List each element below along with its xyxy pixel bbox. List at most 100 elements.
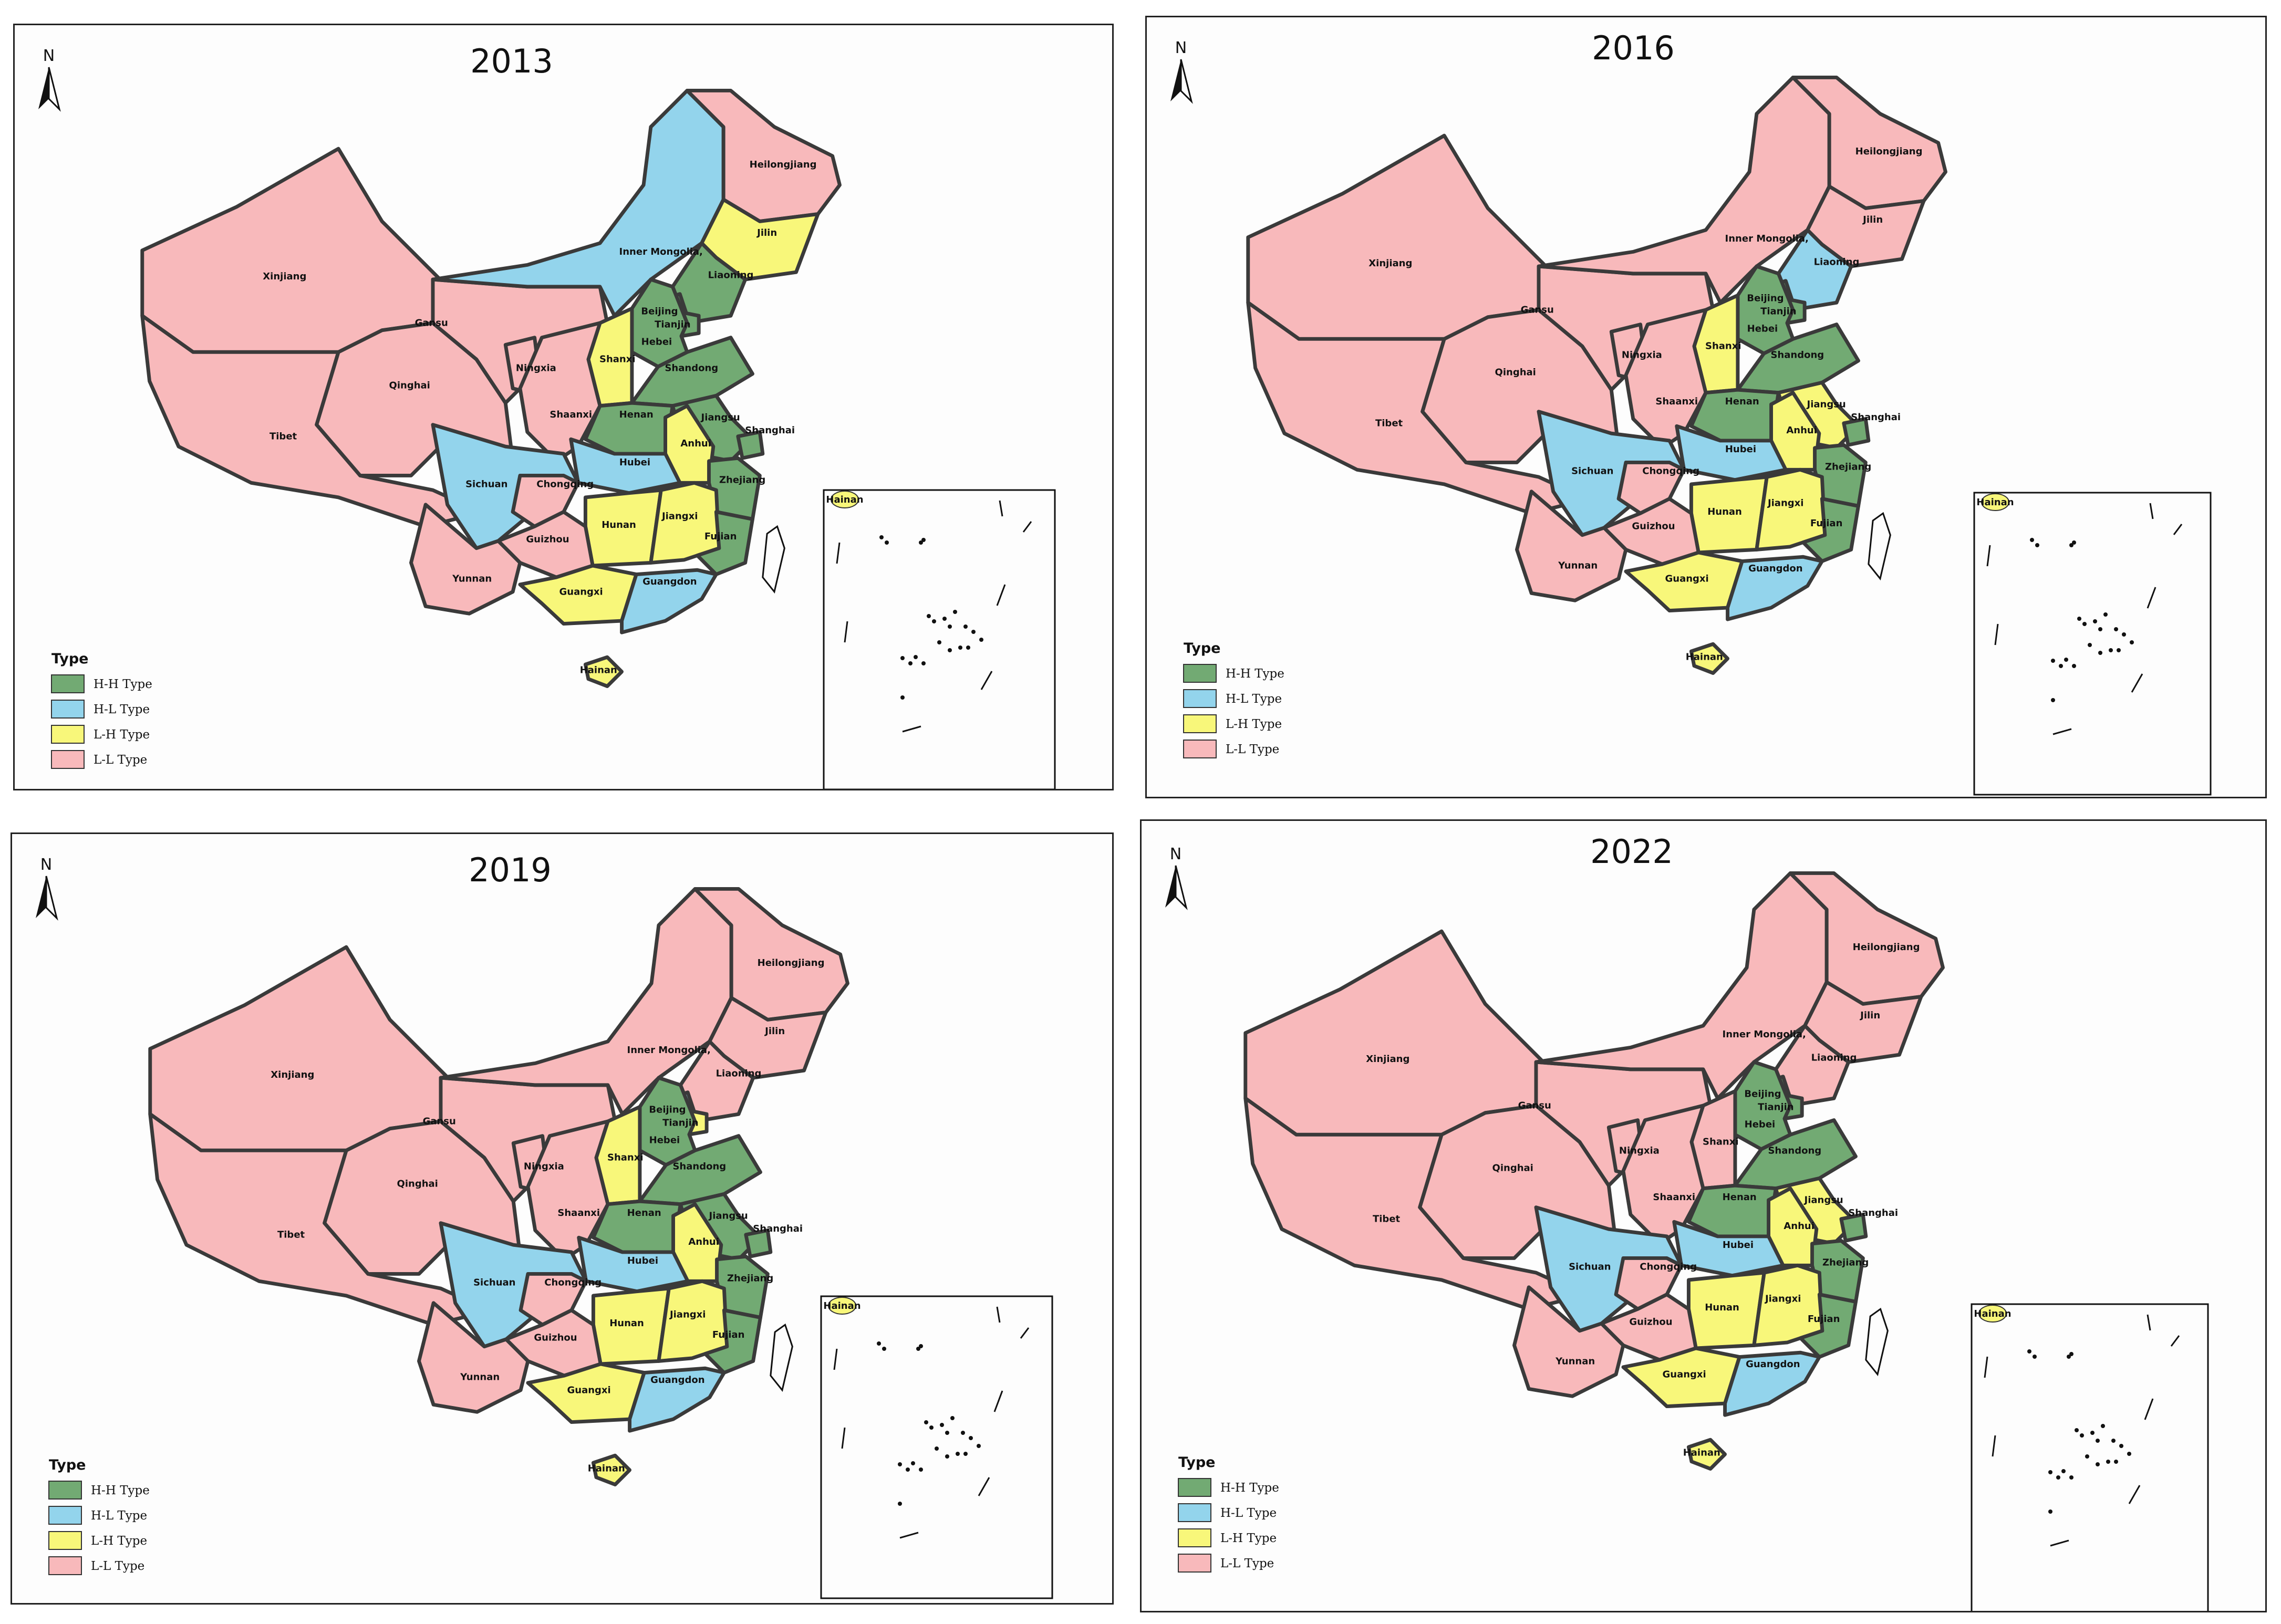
province-guangdong	[628, 1366, 726, 1433]
province-label-hainan: Hainan	[588, 1463, 625, 1474]
map-panel-2016: 2016 N Xinjiang Tibet Qinghai Gansu Inner Mong…	[1145, 16, 2267, 798]
province-label-yunnan: Yunnan	[1558, 560, 1598, 571]
legend-swatch-l-h	[48, 1531, 82, 1550]
province-label-shanxi: Shanxi	[607, 1152, 644, 1163]
province-label-shanghai: Shanghai	[745, 425, 795, 436]
province-label-henan: Henan	[619, 409, 654, 420]
province-label-hubei: Hubei	[627, 1255, 658, 1266]
legend-label: H-L Type	[1220, 1506, 1277, 1520]
province-label-heilongjiang: Heilongjiang	[750, 159, 817, 170]
province-label-shandong: Shandong	[1768, 1145, 1821, 1156]
province-hebei	[638, 1076, 697, 1167]
province-hainan	[583, 655, 624, 688]
province-shanghai	[736, 430, 765, 460]
province-label-shanghai: Shanghai	[1851, 412, 1901, 423]
south-china-sea-inset: Hainan	[823, 489, 1056, 789]
province-label-guizhou: Guizhou	[534, 1332, 577, 1344]
province-hebei	[1736, 264, 1795, 356]
legend-swatch-l-h	[1183, 714, 1217, 733]
legend: Type H-H Type H-L Type L-H Type L-L Type	[51, 651, 152, 769]
province-label-chongqing: Chongqing	[536, 479, 594, 490]
province-label-henan: Henan	[1725, 396, 1759, 407]
china-map	[1243, 871, 1945, 1471]
province-label-fujian: Fujian	[1810, 518, 1843, 529]
province-label-guangxi: Guangxi	[1662, 1369, 1706, 1380]
province-guangdong	[620, 568, 718, 634]
province-label-yunnan: Yunnan	[452, 573, 492, 584]
province-label-beijing: Beijing	[649, 1104, 686, 1115]
province-label-liaoning: Liaoning	[716, 1068, 762, 1079]
legend-label: L-H Type	[1226, 717, 1282, 731]
province-label-guangxi: Guangxi	[559, 586, 603, 597]
map-title: 2022	[1590, 832, 1673, 871]
china-map	[148, 887, 849, 1486]
province-label-shandong: Shandong	[665, 362, 718, 373]
legend-swatch-h-h	[1183, 664, 1217, 683]
province-label-shaanxi: Shaanxi	[549, 409, 592, 420]
province-label-gansu: Gansu	[1521, 305, 1554, 316]
map-svg: 2022 N Xinjiang Tibet Qinghai Gansu Inner Mong…	[1165, 832, 2209, 1611]
province-label-hebei: Hebei	[641, 337, 672, 348]
legend-swatch-l-l	[48, 1556, 82, 1575]
province-label-chongqing: Chongqing	[1642, 466, 1699, 477]
province-label-qinghai: Qinghai	[389, 380, 430, 391]
province-label-jiangsu: Jiangsu	[700, 412, 740, 423]
province-label-chongqing: Chongqing	[1640, 1262, 1697, 1273]
province-label-jilin: Jilin	[1862, 214, 1883, 225]
province-label-tianjin: Tianjin	[1758, 1101, 1794, 1112]
province-guizhou	[1602, 497, 1701, 566]
taiwan-outline	[1865, 1307, 1889, 1377]
province-label-hunan: Hunan	[609, 1318, 644, 1329]
province-label-fujian: Fujian	[712, 1329, 745, 1340]
province-label-heilongjiang: Heilongjiang	[1853, 942, 1920, 953]
legend-swatch-l-l	[51, 750, 85, 769]
province-label-liaoning: Liaoning	[1811, 1052, 1857, 1063]
province-label-guizhou: Guizhou	[1629, 1317, 1672, 1328]
province-label-tianjin: Tianjin	[662, 1117, 699, 1128]
legend-label: H-H Type	[94, 678, 152, 691]
province-label-ningxia: Ningxia	[1622, 349, 1662, 360]
province-label-ningxia: Ningxia	[1619, 1145, 1660, 1156]
province-label-shanghai: Shanghai	[753, 1223, 803, 1234]
legend-label: H-L Type	[1226, 692, 1282, 706]
province-label-shanghai: Shanghai	[1848, 1207, 1898, 1219]
province-label-beijing: Beijing	[1744, 1088, 1781, 1099]
north-label: N	[40, 856, 52, 874]
province-label-anhui: Anhui	[1786, 425, 1817, 436]
inset-hainan-label: Hainan	[823, 1300, 860, 1311]
legend-swatch-h-h	[1178, 1478, 1211, 1497]
province-label-hubei: Hubei	[1725, 444, 1756, 455]
province-label-heilongjiang: Heilongjiang	[758, 957, 825, 969]
province-label-hubei: Hubei	[619, 457, 650, 468]
province-xinjiang	[1243, 929, 1546, 1137]
legend-swatch-h-h	[51, 674, 85, 693]
legend: Type H-H Type H-L Type L-H Type L-L Type	[48, 1457, 150, 1575]
province-label-shaanxi: Shaanxi	[1653, 1192, 1695, 1203]
map-svg: 2013 N Xinjiang Tibet Qinghai Gansu Inner Mong…	[38, 42, 1056, 789]
province-yunnan	[417, 1301, 530, 1414]
legend-swatch-h-l	[1178, 1503, 1211, 1522]
province-label-qinghai: Qinghai	[1492, 1163, 1533, 1174]
legend-title: Type	[1184, 640, 1220, 657]
province-shanghai	[1839, 1213, 1868, 1243]
legend-label: H-H Type	[1220, 1481, 1279, 1495]
province-label-ningxia: Ningxia	[516, 362, 556, 373]
map-panel-2013: 2013 N Xinjiang Tibet Qinghai Gansu Inner Mong…	[13, 24, 1114, 790]
province-label-xinjiang: Xinjiang	[263, 271, 306, 282]
legend: Type H-H Type H-L Type L-H Type L-L Type	[1183, 640, 1284, 758]
province-label-qinghai: Qinghai	[1495, 367, 1536, 378]
province-label-jilin: Jilin	[1859, 1010, 1880, 1021]
province-label-xinjiang: Xinjiang	[1368, 258, 1412, 269]
legend-swatch-h-l	[1183, 689, 1217, 708]
map-svg: 2016 N Xinjiang Tibet Qinghai Gansu Inner Mong…	[1170, 29, 2212, 796]
province-label-sichuan: Sichuan	[473, 1277, 515, 1288]
north-arrow-icon	[1165, 865, 1188, 910]
province-label-yunnan: Yunnan	[460, 1371, 500, 1382]
map-title: 2013	[470, 42, 553, 80]
legend-swatch-h-l	[48, 1506, 82, 1525]
province-label-inner_mongolia: Inner Mongolia,	[627, 1045, 711, 1056]
province-label-shandong: Shandong	[672, 1161, 726, 1172]
province-label-jiangsu: Jiangsu	[1803, 1194, 1843, 1205]
north-label: N	[1175, 39, 1187, 57]
province-shanghai	[744, 1229, 773, 1258]
